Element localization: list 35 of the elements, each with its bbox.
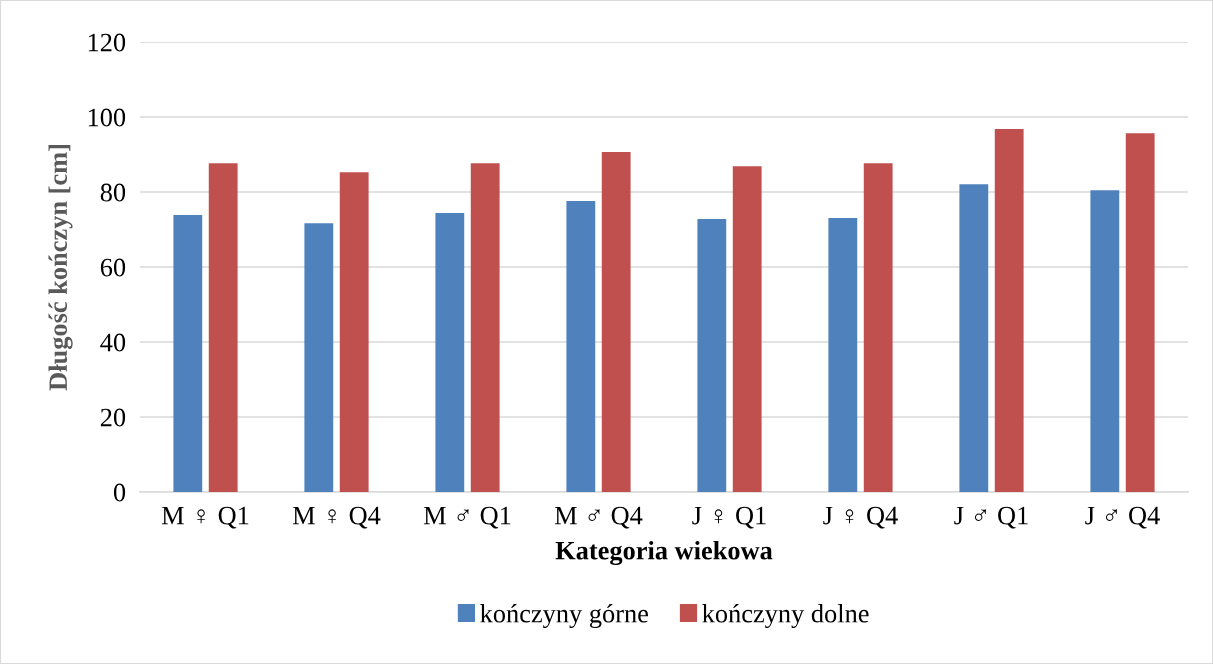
bar xyxy=(304,223,334,492)
bar xyxy=(601,151,631,492)
y-tick-label: 120 xyxy=(88,33,126,52)
y-tick-label: 0 xyxy=(113,483,126,502)
bar xyxy=(959,184,989,492)
bar xyxy=(994,129,1024,492)
x-tick-label: M ♂ Q4 xyxy=(554,506,643,529)
bar xyxy=(1090,190,1120,492)
x-tick-label: M ♀ Q4 xyxy=(292,506,381,529)
x-axis-title: Kategoria wiekowa xyxy=(555,540,773,566)
x-tick-label: J ♀ Q4 xyxy=(823,506,898,529)
y-tick-label: 60 xyxy=(100,258,126,277)
x-tick-label: J ♀ Q1 xyxy=(692,506,766,529)
bar xyxy=(1125,133,1155,492)
bar xyxy=(173,214,203,492)
y-tick-label: 20 xyxy=(100,408,126,427)
bar xyxy=(470,163,500,492)
x-tick-label: M ♀ Q1 xyxy=(161,506,249,529)
bar xyxy=(339,172,369,492)
bar xyxy=(863,163,893,492)
y-tick-label: 100 xyxy=(88,108,126,127)
y-tick-label: 40 xyxy=(100,333,126,352)
bar xyxy=(697,219,727,492)
legend-label: kończyny dolne xyxy=(702,603,869,628)
bar xyxy=(732,166,762,492)
y-tick-label: 80 xyxy=(100,183,126,202)
legend-label: kończyny górne xyxy=(480,603,648,628)
bar xyxy=(566,201,596,492)
x-tick-label: M ♂ Q1 xyxy=(423,506,511,529)
bar xyxy=(435,213,465,492)
bar xyxy=(208,163,238,492)
x-tick-label: J ♂ Q4 xyxy=(1085,506,1160,529)
bar xyxy=(828,217,858,492)
y-axis-title: Długość kończyn [cm] xyxy=(48,145,73,391)
x-tick-label: J ♂ Q1 xyxy=(954,506,1028,529)
